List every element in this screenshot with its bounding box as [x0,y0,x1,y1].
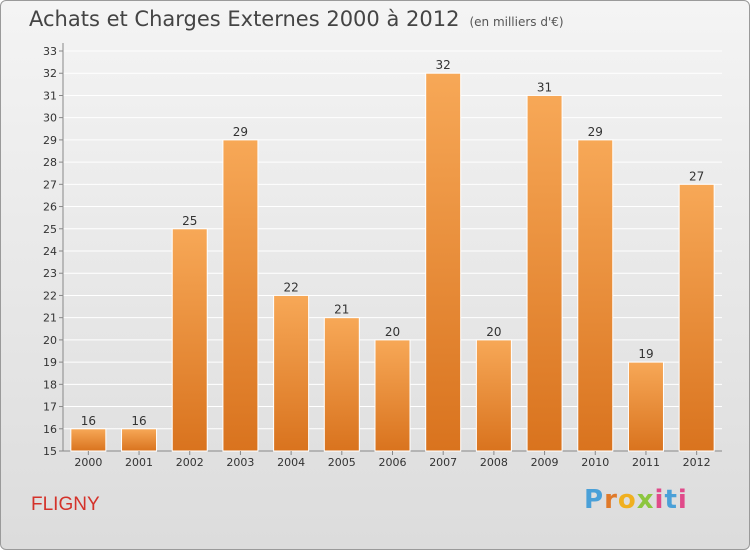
x-tick-label: 2001 [125,456,153,469]
y-tick-label: 18 [43,378,57,391]
data-label: 32 [436,58,451,72]
bar [475,339,512,452]
y-tick-label: 22 [43,289,57,302]
data-label: 20 [385,325,400,339]
y-tick-label: 25 [43,223,57,236]
x-tick-label: 2012 [683,456,711,469]
y-tick-label: 29 [43,134,57,147]
logo-letter: o [617,485,637,515]
y-tick-label: 16 [43,423,57,436]
data-label: 25 [182,214,197,228]
chart-title: Achats et Charges Externes 2000 à 2012 (e… [29,7,564,31]
y-tick-label: 27 [43,178,57,191]
bar [70,428,107,452]
y-tick-label: 30 [43,112,57,125]
unit-note: (en milliers d'€) [469,15,564,29]
data-label: 21 [334,303,349,317]
x-tick-label: 2011 [632,456,660,469]
logo-letter: t [664,485,678,515]
y-tick-label: 24 [43,245,57,258]
x-tick-label: 2010 [581,456,609,469]
bar [323,317,360,452]
x-tick-label: 2006 [379,456,407,469]
logo-letter: i [677,485,688,515]
bar [222,139,259,452]
data-label: 16 [131,414,146,428]
data-label: 20 [486,325,501,339]
logo-letter: r [604,485,618,515]
y-tick-label: 19 [43,356,57,369]
x-tick-label: 2009 [531,456,559,469]
logo-letter: i [654,485,665,515]
bar [526,94,563,452]
bar [627,361,664,452]
data-label: 19 [638,347,653,361]
y-tick-label: 31 [43,89,57,102]
data-label: 29 [588,125,603,139]
chart-title-text: Achats et Charges Externes 2000 à 2012 [29,7,460,31]
data-label: 29 [233,125,248,139]
logo-letter: x [636,485,655,515]
y-tick-label: 15 [43,445,57,458]
x-tick-label: 2003 [226,456,254,469]
x-tick-label: 2004 [277,456,305,469]
bar [121,428,158,452]
y-tick-label: 20 [43,334,57,347]
bar [273,294,310,452]
y-tick-label: 23 [43,267,57,280]
data-label: 31 [537,80,552,94]
bar [678,183,715,452]
y-tick-label: 33 [43,45,57,58]
bar [374,339,411,452]
y-tick-label: 17 [43,401,57,414]
x-tick-label: 2002 [176,456,204,469]
y-tick-label: 28 [43,156,57,169]
logo-letter: P [584,485,605,515]
y-tick-label: 26 [43,201,57,214]
x-tick-label: 2005 [328,456,356,469]
data-label: 22 [283,280,298,294]
bar [425,72,462,452]
x-tick-label: 2007 [429,456,457,469]
data-label: 27 [689,169,704,183]
x-tick-label: 2008 [480,456,508,469]
proxiti-logo: Proxiti [584,485,688,515]
commune-name: FLIGNY [31,494,100,515]
y-tick-label: 21 [43,312,57,325]
bar [577,139,614,452]
x-tick-label: 2000 [74,456,102,469]
data-label: 16 [81,414,96,428]
bar [171,228,208,452]
y-tick-label: 32 [43,67,57,80]
